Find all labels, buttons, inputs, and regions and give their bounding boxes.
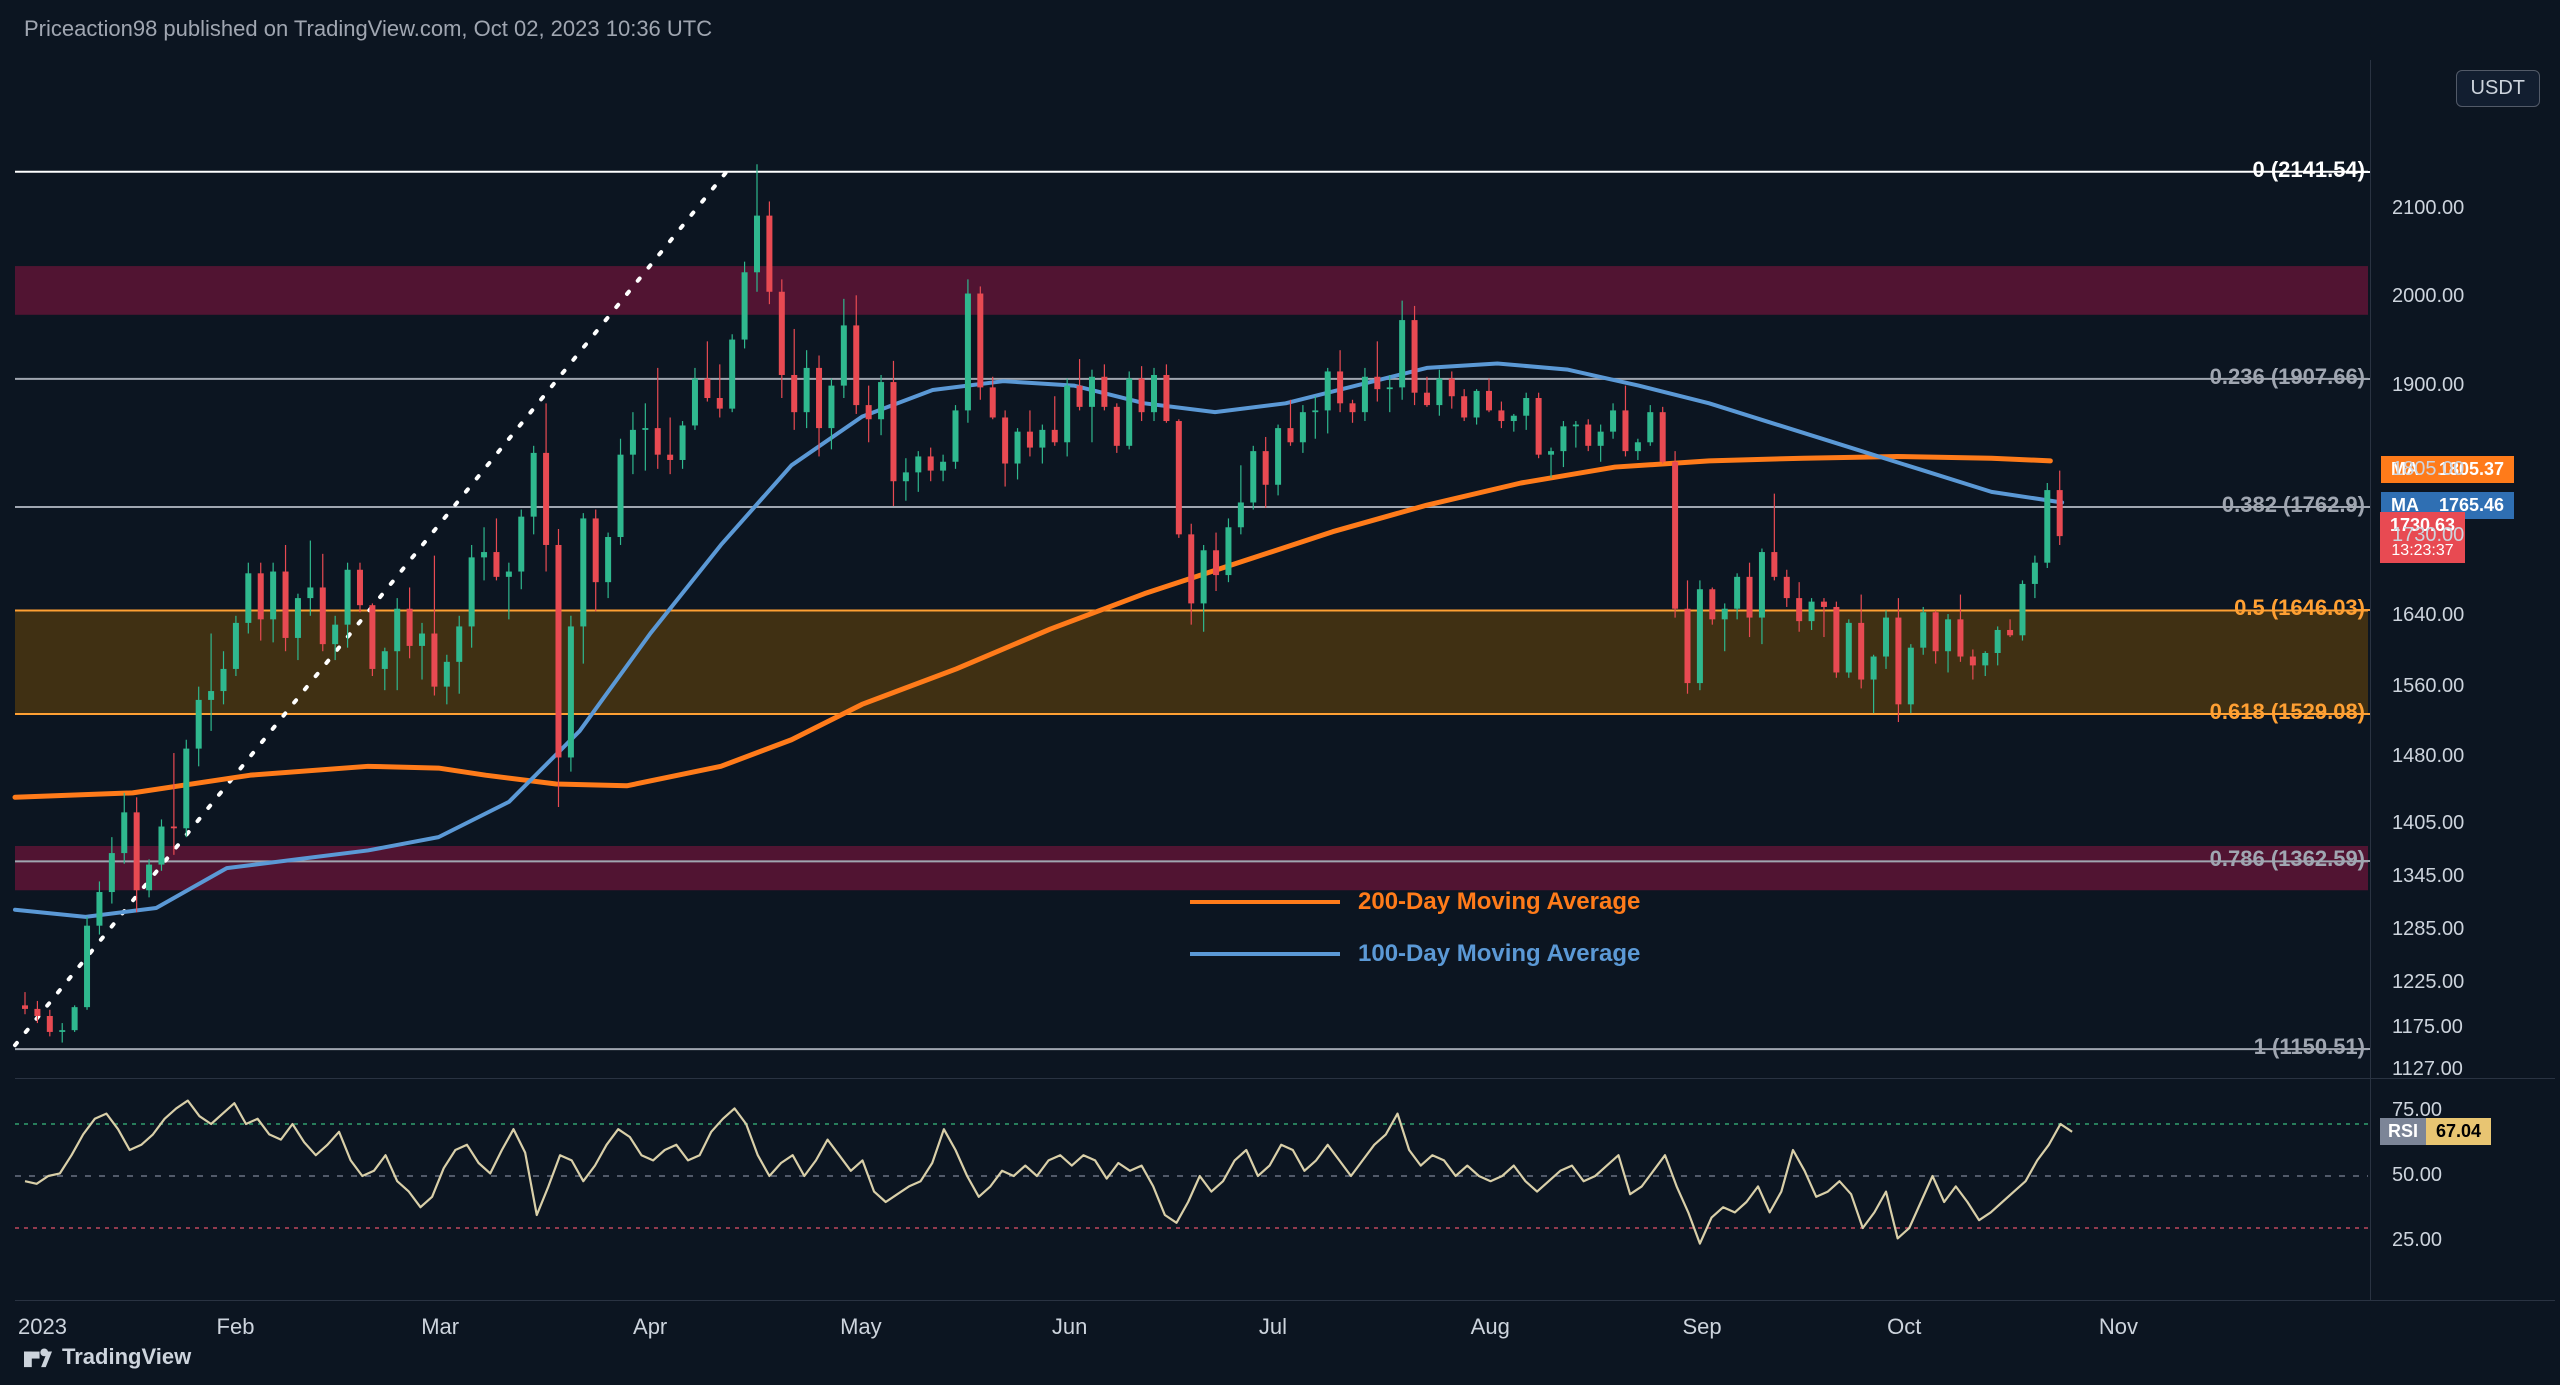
price-tick: 1730.00 <box>2392 524 2464 547</box>
time-tick: Apr <box>633 1314 667 1340</box>
fib-label: 0.618 (1529.08) <box>2210 699 2365 725</box>
legend-ma200: 200-Day Moving Average <box>1190 888 1640 916</box>
fib-tick <box>2356 1048 2370 1050</box>
legend-swatch-ma200 <box>1190 900 1340 904</box>
price-tick: 1480.00 <box>2392 745 2464 768</box>
time-tick: Oct <box>1887 1314 1921 1340</box>
price-tick: 1405.00 <box>2392 812 2464 835</box>
time-tick: Nov <box>2099 1314 2138 1340</box>
time-tick: 2023 <box>18 1314 67 1340</box>
legend-label-ma200: 200-Day Moving Average <box>1358 888 1640 916</box>
fib-tick <box>2356 713 2370 715</box>
price-tick: 1175.00 <box>2392 1016 2463 1039</box>
rsi-tick: 25.00 <box>2392 1229 2442 1252</box>
fib-label: 0 (2141.54) <box>2252 157 2365 183</box>
time-tick: May <box>840 1314 882 1340</box>
legend-swatch-ma100 <box>1190 952 1340 956</box>
fib-label: 0.236 (1907.66) <box>2210 364 2365 390</box>
time-tick: Feb <box>217 1314 255 1340</box>
legend-label-ma100: 100-Day Moving Average <box>1358 940 1640 968</box>
footer-brand: TradingView <box>24 1343 191 1371</box>
tradingview-logo-icon <box>24 1343 52 1371</box>
time-tick: Aug <box>1471 1314 1510 1340</box>
price-tick: 2100.00 <box>2392 197 2464 220</box>
price-tick: 1285.00 <box>2392 918 2464 941</box>
fib-label: 0.5 (1646.03) <box>2234 595 2365 621</box>
fib-label: 0.786 (1362.59) <box>2210 846 2365 872</box>
time-tick: Sep <box>1682 1314 1721 1340</box>
price-tick: 2000.00 <box>2392 285 2464 308</box>
fib-label: 1 (1150.51) <box>2254 1034 2365 1060</box>
fib-tick <box>2356 860 2370 862</box>
price-tick: 1225.00 <box>2392 971 2464 994</box>
legend-ma100: 100-Day Moving Average <box>1190 940 1640 968</box>
rsi-tick: 50.00 <box>2392 1164 2442 1187</box>
fib-label: 0.382 (1762.9) <box>2222 492 2365 518</box>
price-tick: 1900.00 <box>2392 374 2464 397</box>
chart-canvas[interactable] <box>0 0 2560 1385</box>
price-tick: 1560.00 <box>2392 675 2464 698</box>
price-tick: 1805.00 <box>2392 458 2464 481</box>
price-tick: 1127.00 <box>2392 1058 2463 1081</box>
fib-tick <box>2356 171 2370 173</box>
footer-brand-text: TradingView <box>62 1344 191 1370</box>
time-tick: Jul <box>1259 1314 1287 1340</box>
rsi-tick: 75.00 <box>2392 1099 2442 1122</box>
price-tick: 1345.00 <box>2392 865 2464 888</box>
time-tick: Jun <box>1052 1314 1087 1340</box>
fib-tick <box>2356 378 2370 380</box>
fib-tick <box>2356 506 2370 508</box>
price-tick: 1640.00 <box>2392 604 2464 627</box>
time-tick: Mar <box>421 1314 459 1340</box>
fib-tick <box>2356 609 2370 611</box>
